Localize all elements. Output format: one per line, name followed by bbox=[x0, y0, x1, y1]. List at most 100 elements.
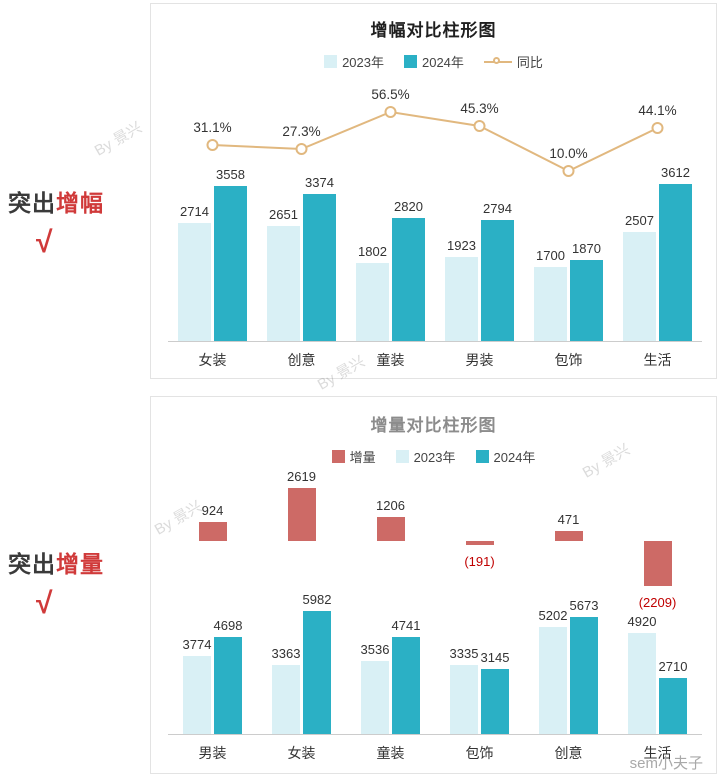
line-series-icon bbox=[483, 55, 512, 68]
annotation-highlight: 增量 bbox=[56, 551, 104, 577]
bar-2023年 bbox=[623, 232, 656, 341]
bar-value-label: 4920 bbox=[627, 614, 657, 629]
increment-value-label: (191) bbox=[464, 554, 495, 569]
series-swatch bbox=[403, 55, 417, 68]
bar-value-label: 3145 bbox=[480, 650, 510, 665]
line-marker bbox=[562, 165, 575, 177]
x-axis-label: 生活 bbox=[643, 352, 672, 368]
bar-value-label: 3363 bbox=[271, 646, 301, 661]
bar-value-label: 2710 bbox=[658, 659, 688, 674]
series-swatch bbox=[475, 450, 489, 463]
yoy-line-series bbox=[206, 106, 664, 177]
legend-label: 同比 bbox=[516, 55, 543, 70]
x-axis-label: 童装 bbox=[376, 352, 405, 368]
yoy-value-label: 56.5% bbox=[371, 87, 410, 102]
bar-value-label: 1802 bbox=[358, 244, 387, 259]
bar-2023年 bbox=[450, 665, 478, 734]
bar-2023年 bbox=[178, 223, 211, 341]
x-axis: 女装 创意 童装 男装 包饰 生活 bbox=[168, 341, 702, 370]
bar-value-label: 1870 bbox=[572, 241, 601, 256]
x-axis-label: 包饰 bbox=[554, 352, 583, 368]
legend: 增量 2023年 2024年 bbox=[151, 447, 716, 466]
bar-2023年 bbox=[267, 226, 300, 341]
x-axis-label: 童装 bbox=[376, 745, 405, 761]
bar-增量 bbox=[198, 522, 227, 541]
series-swatch bbox=[331, 450, 345, 463]
line-marker bbox=[473, 120, 486, 132]
increment-value-label: 1206 bbox=[376, 498, 405, 513]
bar-2024年 bbox=[214, 186, 247, 341]
checkmark: √ bbox=[36, 587, 53, 620]
bar-2023年 bbox=[534, 267, 567, 341]
x-axis-label: 女装 bbox=[287, 745, 316, 761]
series-swatch bbox=[324, 55, 338, 68]
bar-value-label: 5982 bbox=[302, 592, 332, 607]
x-axis-label: 创意 bbox=[287, 352, 316, 368]
bar-2023年 bbox=[445, 257, 478, 341]
bar-增量 bbox=[465, 541, 494, 545]
legend-item: 2024年 bbox=[403, 52, 464, 71]
checkmark: √ bbox=[36, 226, 53, 259]
bar-2023年 bbox=[628, 633, 656, 734]
annotation-prefix: 突出 bbox=[8, 551, 56, 577]
bar-value-label: 3774 bbox=[182, 637, 212, 652]
bar-2024年 bbox=[214, 637, 242, 734]
yoy-value-label: 44.1% bbox=[638, 103, 677, 118]
bar-value-label: 5673 bbox=[569, 598, 599, 613]
line-marker bbox=[384, 106, 397, 118]
legend-label: 增量 bbox=[349, 450, 376, 465]
annotation-increment-text: 突出增量 bbox=[0, 545, 150, 579]
legend-item: 2023年 bbox=[395, 447, 456, 466]
bar-2023年 bbox=[539, 627, 567, 734]
bar-2023年 bbox=[183, 656, 211, 734]
annotation-growth-rate-text: 突出增幅 bbox=[0, 184, 150, 218]
bar-value-label: 2714 bbox=[180, 204, 209, 219]
bar-2024年 bbox=[570, 260, 603, 341]
bar-2024年 bbox=[659, 184, 692, 341]
bar-2024年 bbox=[659, 678, 687, 734]
bar-value-label: 2820 bbox=[394, 199, 423, 214]
increment-value-label: 924 bbox=[201, 503, 224, 518]
series-swatch bbox=[395, 450, 409, 463]
credit-text: sem小夫子 bbox=[629, 755, 703, 772]
annotation-highlight: 增幅 bbox=[56, 190, 104, 216]
x-axis-label: 女装 bbox=[198, 352, 227, 368]
legend-label: 2023年 bbox=[413, 450, 456, 465]
legend: 2023年 2024年 同比 bbox=[151, 52, 716, 71]
bar-2023年 bbox=[361, 661, 389, 734]
bar-value-label: 3374 bbox=[305, 175, 334, 190]
chart-title: 增幅对比柱形图 bbox=[370, 21, 497, 40]
legend-item: 同比 bbox=[483, 52, 543, 71]
bar-value-label: 1923 bbox=[447, 238, 476, 253]
x-axis-label: 男装 bbox=[198, 745, 227, 761]
bar-value-label: 3558 bbox=[216, 167, 245, 182]
legend-label: 2023年 bbox=[342, 55, 384, 70]
bar-value-label: 4698 bbox=[213, 618, 243, 633]
bar-2024年 bbox=[392, 218, 425, 341]
x-axis-label: 男装 bbox=[465, 352, 494, 368]
plot-area: 2714 3558 2651 3374 1802 2820 1923 2794 1700 1870… bbox=[168, 74, 702, 341]
annotation-increment: 突出增量 √ bbox=[0, 545, 150, 621]
x-axis: 男装 女装 童装 包饰 创意 生活 bbox=[168, 734, 702, 763]
watermark: By 景兴 bbox=[91, 119, 145, 160]
bar-value-label: 3335 bbox=[449, 646, 479, 661]
bar-value-label: 2651 bbox=[269, 207, 298, 222]
bar-2024年 bbox=[303, 611, 331, 734]
bar-2024年 bbox=[570, 617, 598, 734]
yoy-value-label: 10.0% bbox=[549, 146, 588, 161]
bar-2024年 bbox=[303, 194, 336, 341]
plot-area: 924 3774 4698 2619 3363 5982 1206 3536 4741 (191)… bbox=[168, 467, 702, 734]
x-axis-label: 创意 bbox=[554, 745, 583, 761]
line-marker bbox=[295, 143, 308, 155]
x-axis-label: 生活 bbox=[643, 745, 672, 761]
line-marker bbox=[206, 139, 219, 151]
bar-value-label: 3536 bbox=[360, 642, 390, 657]
annotation-growth-rate: 突出增幅 √ bbox=[0, 184, 150, 260]
increment-value-label: 2619 bbox=[287, 469, 316, 484]
bar-增量 bbox=[643, 541, 672, 586]
chart-panel-increment: 增量对比柱形图 增量 2023年 2024年 924 3774 4698 2619 3363… bbox=[150, 396, 717, 774]
bar-value-label: 1700 bbox=[536, 248, 565, 263]
chart-title: 增量对比柱形图 bbox=[370, 416, 497, 435]
chart-panel-growth-rate: 增幅对比柱形图 2023年 2024年 同比 2714 3558 2651 3374 180… bbox=[150, 3, 717, 379]
bar-增量 bbox=[287, 488, 316, 541]
